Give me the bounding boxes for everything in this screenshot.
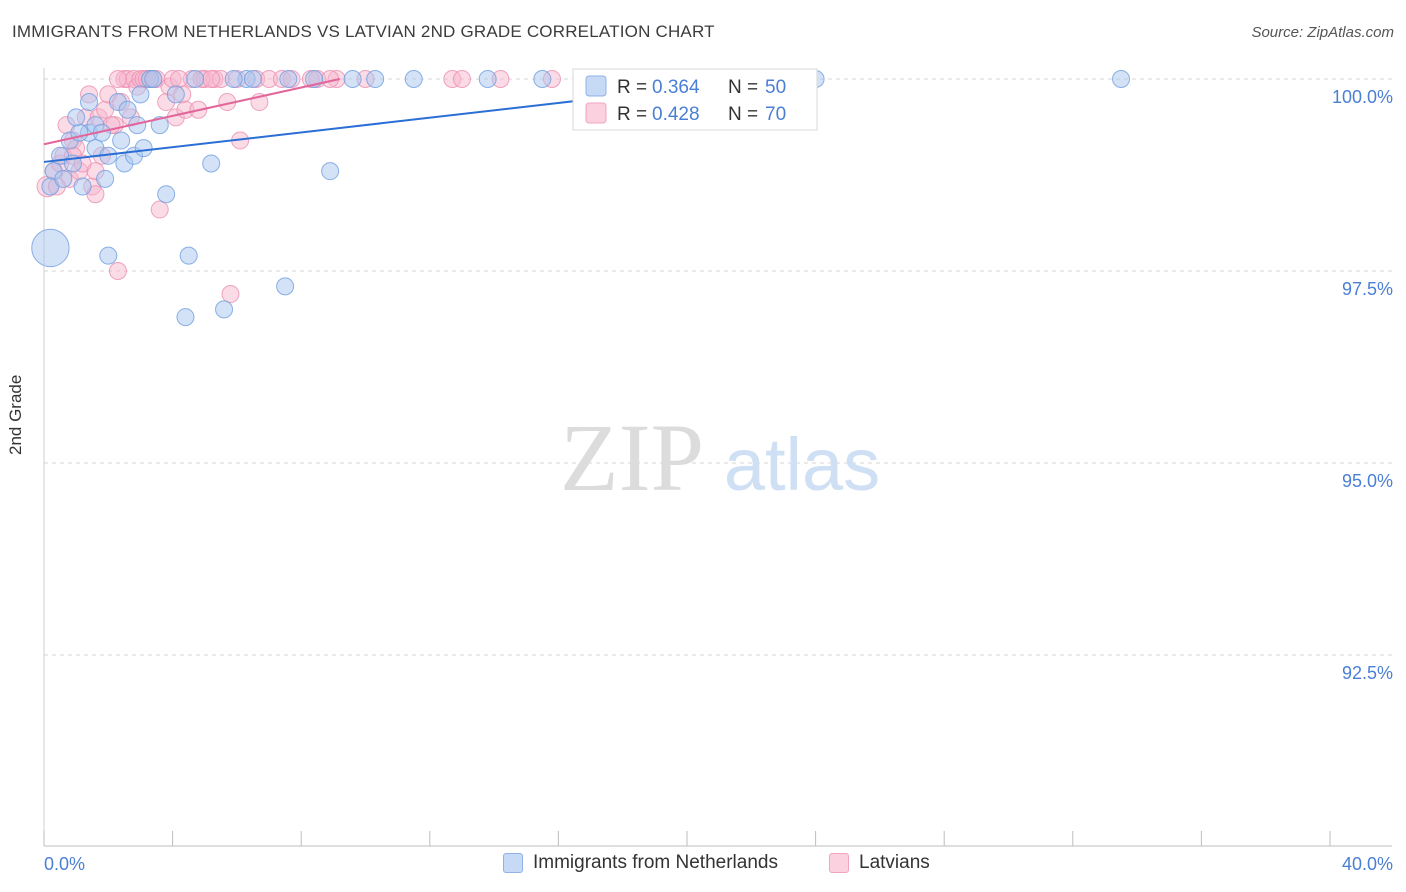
point-netherlands xyxy=(67,108,86,127)
legend-swatch-blue xyxy=(503,853,523,873)
legend-r-value: 0.428 xyxy=(652,104,700,125)
y-tick-label: 95.0% xyxy=(1342,471,1393,491)
legend-r-label: R = xyxy=(617,77,647,98)
point-netherlands xyxy=(80,93,99,112)
point-netherlands xyxy=(179,246,198,265)
legend-n-label: N = xyxy=(728,77,758,98)
point-netherlands xyxy=(176,308,195,327)
legend-label-latvians: Latvians xyxy=(859,852,930,873)
legend-label-netherlands: Immigrants from Netherlands xyxy=(533,852,778,873)
point-latvians xyxy=(221,285,240,304)
x-tick-label: 40.0% xyxy=(1342,854,1393,874)
trend-line-latvians xyxy=(43,78,340,146)
point-latvians xyxy=(108,70,127,88)
bottom-legend: Immigrants from Netherlands Latvians xyxy=(0,850,1406,880)
y-tick-label: 100.0% xyxy=(1332,87,1393,107)
point-netherlands xyxy=(404,70,423,88)
point-netherlands xyxy=(1112,70,1131,88)
legend-n-label: N = xyxy=(728,104,758,125)
legend: R = 0.364 N = 50 R = 0.428 N = 70 xyxy=(572,68,818,131)
chart-title: IMMIGRANTS FROM NETHERLANDS VS LATVIAN 2… xyxy=(12,22,715,41)
tick-labels: 100.0% 97.5% 95.0% 92.5% 0.0% 40.0% xyxy=(44,87,1393,874)
x-tick-label: 0.0% xyxy=(44,854,85,874)
point-netherlands xyxy=(134,139,153,158)
point-netherlands xyxy=(343,70,362,88)
legend-item-latvians: Latvians xyxy=(829,852,930,874)
axes xyxy=(43,68,1392,847)
point-netherlands xyxy=(112,131,131,150)
point-netherlands xyxy=(533,70,552,88)
point-netherlands xyxy=(73,177,92,196)
point-netherlands xyxy=(215,300,234,319)
point-netherlands xyxy=(157,185,176,204)
point-latvians xyxy=(170,70,189,88)
legend-swatch xyxy=(585,102,607,124)
y-tick-label: 97.5% xyxy=(1342,279,1393,299)
point-netherlands xyxy=(118,100,137,119)
point-netherlands xyxy=(366,70,385,88)
gridlines xyxy=(44,78,1392,656)
point-latvians xyxy=(150,200,169,219)
point-latvians xyxy=(202,70,221,88)
point-netherlands xyxy=(321,162,340,181)
legend-r-label: R = xyxy=(617,104,647,125)
legend-swatch-pink xyxy=(829,853,849,873)
point-netherlands xyxy=(131,85,150,104)
point-netherlands xyxy=(96,169,115,188)
point-netherlands xyxy=(202,154,221,173)
point-netherlands xyxy=(224,70,243,88)
point-latvians xyxy=(452,70,471,88)
source-label: Source: ZipAtlas.com xyxy=(1251,24,1394,41)
y-tick-label: 92.5% xyxy=(1342,663,1393,683)
legend-swatch xyxy=(585,75,607,97)
watermark-zip: ZIP xyxy=(560,404,704,511)
legend-r-value: 0.364 xyxy=(652,77,700,98)
point-netherlands xyxy=(279,70,298,88)
data-points xyxy=(31,70,1131,327)
point-netherlands xyxy=(144,70,163,88)
point-netherlands xyxy=(99,246,118,265)
legend-n-value: 70 xyxy=(765,104,786,125)
point-netherlands xyxy=(31,228,70,268)
point-netherlands xyxy=(186,70,205,88)
legend-box xyxy=(572,68,818,131)
point-netherlands xyxy=(276,277,295,296)
point-latvians xyxy=(108,262,127,280)
point-netherlands xyxy=(166,85,185,104)
watermark-atlas: atlas xyxy=(724,423,880,506)
watermark: ZIP atlas xyxy=(560,404,880,511)
point-netherlands xyxy=(478,70,497,88)
point-netherlands xyxy=(150,116,169,135)
legend-item-netherlands: Immigrants from Netherlands xyxy=(503,852,778,874)
point-netherlands xyxy=(54,169,73,188)
point-netherlands xyxy=(243,70,262,88)
legend-n-value: 50 xyxy=(765,77,786,98)
